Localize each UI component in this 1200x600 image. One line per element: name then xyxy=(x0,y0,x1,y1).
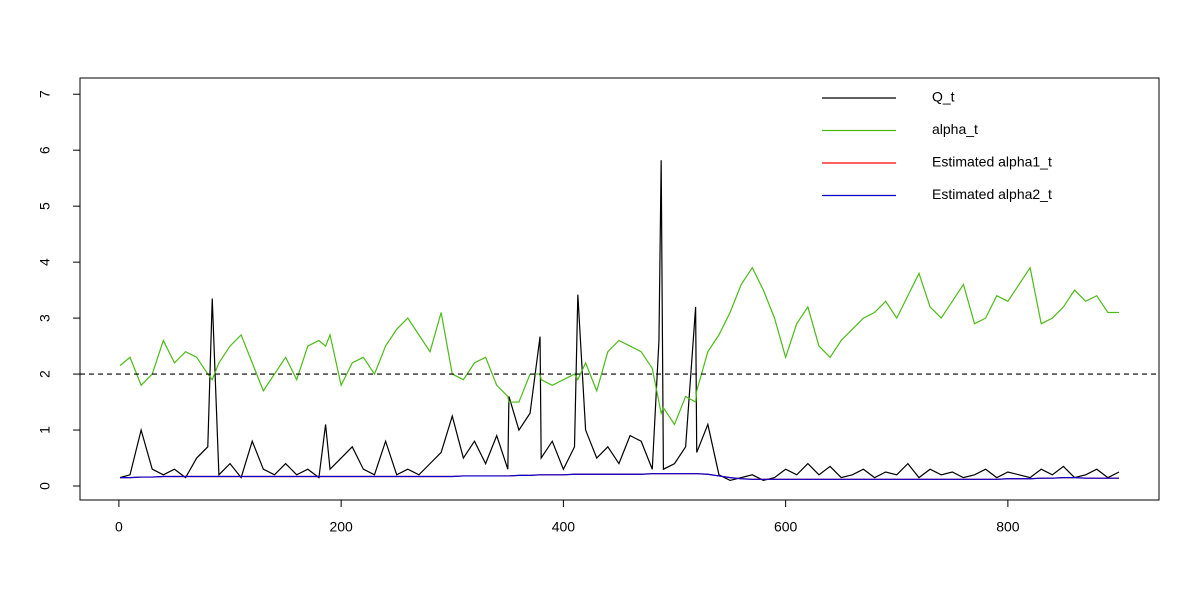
y-tick-label: 3 xyxy=(37,314,53,322)
y-tick-label: 7 xyxy=(37,90,53,98)
y-tick-label: 2 xyxy=(37,370,53,378)
x-tick-label: 400 xyxy=(552,519,576,535)
series-line xyxy=(119,266,1119,426)
series-line xyxy=(119,160,1120,482)
x-tick-label: 600 xyxy=(774,519,798,535)
y-tick-label: 6 xyxy=(37,146,53,154)
y-tick-label: 0 xyxy=(37,482,53,490)
legend-label: Estimated alpha2_t xyxy=(932,186,1052,202)
x-tick-label: 800 xyxy=(996,519,1020,535)
y-tick-label: 1 xyxy=(37,426,53,434)
legend-label: Q_t xyxy=(932,89,955,105)
legend-label: Estimated alpha1_t xyxy=(932,154,1052,170)
y-tick-label: 4 xyxy=(37,258,53,266)
series-line xyxy=(120,473,1119,480)
x-tick-label: 200 xyxy=(329,519,353,535)
x-tick-label: 0 xyxy=(115,519,123,535)
plot-frame xyxy=(79,77,1160,501)
legend-label: alpha_t xyxy=(932,121,978,137)
y-tick-label: 5 xyxy=(37,202,53,210)
